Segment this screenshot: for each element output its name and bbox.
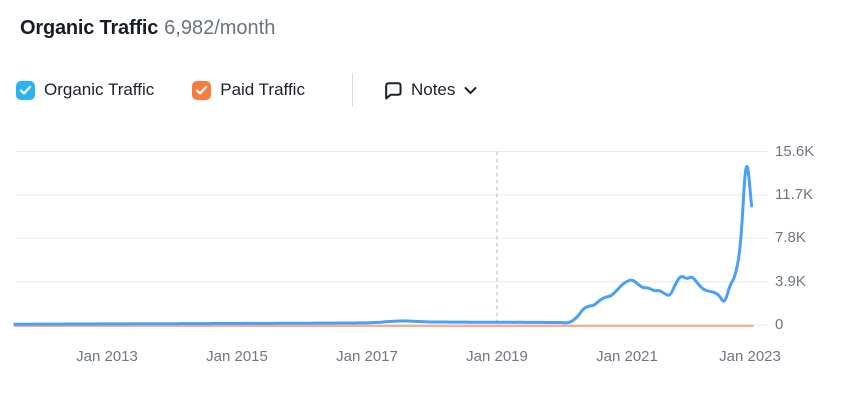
chevron-down-icon xyxy=(464,86,477,95)
note-flag-icon xyxy=(381,79,404,102)
chart-controls: Organic Traffic Paid Traffic Notes xyxy=(16,73,477,107)
organic-traffic-toggle[interactable]: Organic Traffic xyxy=(16,80,154,100)
page-title: Organic Traffic xyxy=(20,17,159,39)
y-axis-tick-label: 7.8K xyxy=(775,229,806,247)
organic-traffic-label: Organic Traffic xyxy=(44,80,155,99)
paid-checkbox[interactable] xyxy=(192,80,212,100)
paid-traffic-toggle[interactable]: Paid Traffic xyxy=(192,80,305,100)
traffic-value: 6,982/month xyxy=(164,17,276,39)
x-axis-tick-label: Jan 2017 xyxy=(336,348,398,365)
notes-label: Notes xyxy=(410,80,456,99)
check-icon xyxy=(196,85,208,95)
x-axis-tick-label: Jan 2019 xyxy=(466,348,528,365)
y-axis-tick-label: 11.7K xyxy=(775,185,814,203)
y-axis-tick-label: 3.9K xyxy=(775,272,806,290)
x-axis-tick-label: Jan 2013 xyxy=(76,348,138,365)
y-axis-tick-label: 15.6K xyxy=(775,142,815,160)
notes-dropdown-button[interactable]: Notes xyxy=(381,79,477,102)
y-axis-tick-label: 0 xyxy=(775,316,784,333)
organic-checkbox[interactable] xyxy=(16,80,35,100)
x-axis-tick-label: Jan 2015 xyxy=(206,348,268,365)
x-axis-tick-label: Jan 2023 xyxy=(719,348,781,365)
x-axis-tick-label: Jan 2021 xyxy=(596,348,658,365)
chart-header: Organic Traffic 6,982/month xyxy=(20,17,275,40)
check-icon xyxy=(19,85,32,95)
organic-traffic-line xyxy=(13,164,754,326)
controls-divider xyxy=(351,73,353,107)
paid-traffic-label: Paid Traffic xyxy=(220,80,305,99)
